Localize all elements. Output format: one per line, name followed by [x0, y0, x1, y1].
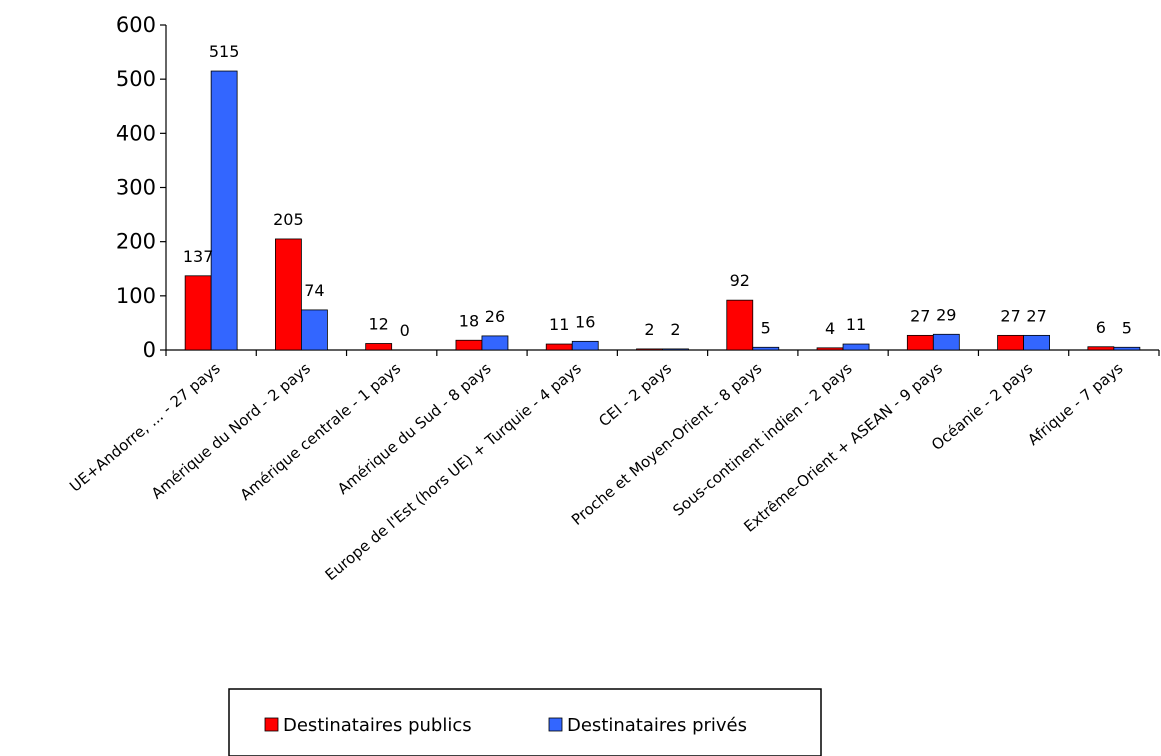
- category-label: Amérique centrale - 1 pays: [237, 359, 405, 504]
- bar: [481, 335, 509, 351]
- y-tick-label: 400: [116, 121, 156, 145]
- bar: [455, 339, 483, 351]
- data-label: 27: [1026, 306, 1046, 325]
- data-label: 27: [910, 306, 930, 325]
- legend-swatch: [264, 717, 279, 732]
- bar: [1113, 346, 1141, 351]
- data-label: 16: [575, 312, 595, 331]
- y-tick-label: 200: [116, 230, 156, 254]
- legend: Destinataires publics Destinataires privé…: [228, 688, 822, 756]
- bar: [816, 347, 844, 351]
- category-label: Afrique - 7 pays: [1024, 359, 1126, 449]
- data-label: 5: [761, 318, 771, 337]
- legend-box: [228, 688, 822, 756]
- bar: [906, 334, 934, 351]
- bar: [932, 333, 960, 351]
- legend-swatch: [548, 717, 563, 732]
- bar: [545, 343, 573, 351]
- data-label: 5: [1122, 318, 1132, 337]
- bar: [726, 299, 754, 351]
- bar: [210, 70, 238, 351]
- bar: [997, 334, 1024, 351]
- category-label: UE+Andorre, ... - 27 pays: [66, 359, 224, 495]
- data-label: 27: [1000, 306, 1020, 325]
- bar: [662, 348, 689, 351]
- data-label: 515: [209, 42, 240, 61]
- data-label: 92: [730, 271, 750, 290]
- data-label: 4: [825, 319, 835, 338]
- y-tick-label: 0: [143, 338, 156, 362]
- y-tick-label: 600: [116, 13, 156, 37]
- data-label: 0: [400, 321, 410, 340]
- data-label: 6: [1096, 318, 1106, 337]
- data-label: 2: [670, 320, 680, 339]
- data-label: 29: [936, 305, 956, 324]
- bar: [1023, 334, 1050, 351]
- bar: [301, 309, 328, 351]
- bar: [1087, 346, 1115, 351]
- x-axis: [165, 349, 1160, 356]
- y-tick-label: 300: [116, 176, 156, 200]
- data-label: 2: [644, 320, 654, 339]
- data-label: 11: [549, 315, 569, 334]
- legend-label: Destinataires privés: [567, 715, 747, 736]
- data-label: 18: [459, 311, 479, 330]
- bar: [752, 346, 780, 351]
- bar: [636, 348, 663, 351]
- category-label: Proche et Moyen-Orient - 8 pays: [568, 359, 765, 529]
- data-label: 74: [304, 281, 324, 300]
- bar: [275, 238, 302, 351]
- legend-label: Destinataires publics: [283, 715, 472, 736]
- category-label: Sous-continent indien - 2 pays: [669, 359, 855, 520]
- data-label: 137: [183, 247, 214, 266]
- bars: [184, 70, 1141, 351]
- y-tick-label: 500: [116, 67, 156, 91]
- data-label: 12: [369, 315, 389, 334]
- category-label: Amérique du Nord - 2 pays: [148, 359, 314, 503]
- data-label: 11: [846, 315, 866, 334]
- data-label: 205: [273, 210, 304, 229]
- category-label: Amérique du Sud - 8 pays: [334, 359, 495, 498]
- bar: [365, 343, 393, 351]
- bar: [571, 340, 599, 351]
- category-label: CEI - 2 pays: [595, 359, 675, 430]
- data-label: 26: [485, 307, 505, 326]
- category-label: Extrême-Orient + ASEAN - 9 pays: [740, 359, 946, 536]
- bar: [184, 275, 212, 351]
- bar: [842, 343, 870, 351]
- y-axis: 0 100 200 300 400 500 600: [116, 13, 167, 362]
- y-tick-label: 100: [116, 284, 156, 308]
